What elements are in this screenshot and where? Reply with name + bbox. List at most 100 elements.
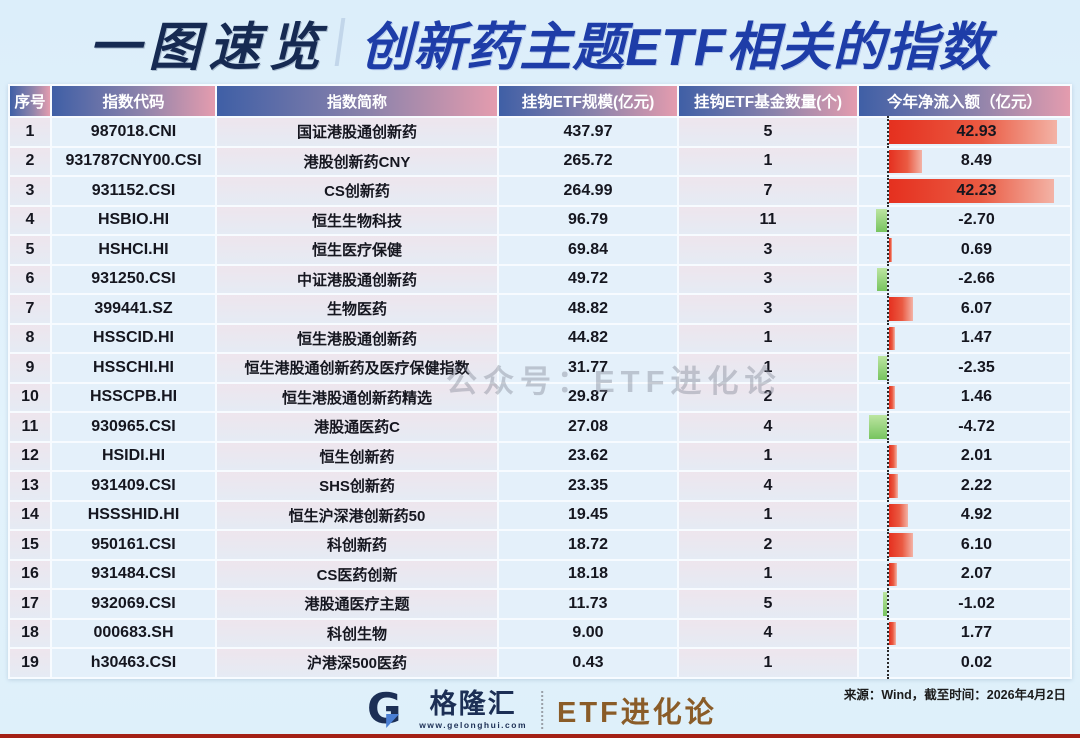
row-index: 15 [10, 531, 50, 559]
row-index: 9 [10, 354, 50, 382]
positive-inflow-bar [889, 326, 895, 350]
row-index: 8 [10, 324, 50, 352]
net-inflow-cell: 6.07 [859, 293, 1070, 325]
table-row: 12 HSIDI.HI 恒生创新药 23.62 1 2.01 [10, 440, 1070, 472]
positive-inflow-bar [889, 179, 1054, 203]
zero-axis-line [887, 647, 889, 679]
negative-inflow-bar [869, 415, 887, 439]
net-inflow-value: 0.02 [960, 653, 993, 671]
index-name: 恒生生物科技 [217, 206, 497, 234]
row-index: 3 [10, 177, 50, 205]
table-row: 2 931787CNY00.CSI 港股创新药CNY 265.72 1 8.49 [10, 145, 1070, 177]
page-title: 一图速览 创新药主题ETF相关的指数 [0, 6, 1080, 78]
index-name: SHS创新药 [217, 472, 497, 500]
negative-inflow-bar [877, 267, 887, 291]
net-inflow-cell: -2.35 [859, 352, 1070, 384]
table-row: 9 HSSCHI.HI 恒生港股通创新药及医疗保健指数 31.77 1 -2.35 [10, 352, 1070, 384]
header-index-code: 指数代码 [52, 86, 215, 116]
header-row-index: 序号 [10, 86, 50, 116]
index-code: h30463.CSI [52, 649, 215, 677]
index-name: CS创新药 [217, 177, 497, 205]
index-code: 931409.CSI [52, 472, 215, 500]
row-index: 14 [10, 501, 50, 529]
net-inflow-cell: 2.01 [859, 440, 1070, 472]
table-row: 8 HSSCID.HI 恒生港股通创新药 44.82 1 1.47 [10, 322, 1070, 354]
index-name: 恒生创新药 [217, 442, 497, 470]
net-inflow-value: -1.02 [958, 594, 995, 612]
positive-inflow-bar [889, 562, 897, 586]
table-row: 1 987018.CNI 国证港股通创新药 437.97 5 42.93 [10, 116, 1070, 148]
net-inflow-cell: 6.10 [859, 529, 1070, 561]
index-code: 931787CNY00.CSI [52, 147, 215, 175]
net-inflow-value: 42.23 [956, 181, 997, 199]
fund-count-value: 1 [679, 147, 857, 175]
row-index: 19 [10, 649, 50, 677]
fund-count-value: 3 [679, 295, 857, 323]
positive-inflow-bar [889, 621, 896, 645]
positive-inflow-bar [889, 474, 898, 498]
zero-axis-line [887, 322, 889, 354]
index-name: 生物医药 [217, 295, 497, 323]
net-inflow-value: 1.77 [960, 624, 993, 642]
row-index: 10 [10, 383, 50, 411]
positive-inflow-bar [889, 238, 892, 262]
net-inflow-value: -4.72 [958, 417, 995, 435]
data-source-note: 来源：Wind，截至时间：2026年4月2日 [843, 688, 1066, 702]
table-header-row: 序号 指数代码 指数简称 挂钩ETF规模(亿元) 挂钩ETF基金数量(个) 今年… [10, 86, 1070, 116]
etf-scale-value: 23.35 [499, 472, 677, 500]
etf-scale-value: 96.79 [499, 206, 677, 234]
zero-axis-line [887, 175, 889, 207]
brand-name: 格隆汇 [429, 688, 517, 719]
etf-scale-value: 23.62 [499, 442, 677, 470]
fund-count-value: 4 [679, 619, 857, 647]
fund-count-value: 1 [679, 649, 857, 677]
net-inflow-cell: 1.46 [859, 381, 1070, 413]
net-inflow-cell: -2.66 [859, 263, 1070, 295]
etf-scale-value: 11.73 [499, 590, 677, 618]
net-inflow-value: 6.10 [960, 535, 993, 553]
table-row: 6 931250.CSI 中证港股通创新药 49.72 3 -2.66 [10, 263, 1070, 295]
table-row: 10 HSSCPB.HI 恒生港股通创新药精选 29.87 2 1.46 [10, 381, 1070, 413]
header-fund-count: 挂钩ETF基金数量(个) [679, 86, 857, 116]
net-inflow-value: 2.01 [960, 447, 993, 465]
positive-inflow-bar [889, 503, 908, 527]
table-body: 1 987018.CNI 国证港股通创新药 437.97 5 42.93 2 931787CN… [10, 116, 1070, 679]
index-code: 987018.CNI [52, 118, 215, 146]
etf-scale-value: 29.87 [499, 383, 677, 411]
gelonghui-logo-icon: G [367, 689, 401, 731]
brand-subtitle: ETF进化论 [557, 697, 717, 729]
etf-scale-value: 265.72 [499, 147, 677, 175]
etf-scale-value: 18.72 [499, 531, 677, 559]
row-index: 16 [10, 560, 50, 588]
index-code: 932069.CSI [52, 590, 215, 618]
brand-divider [541, 691, 544, 729]
fund-count-value: 7 [679, 177, 857, 205]
net-inflow-cell: 4.92 [859, 499, 1070, 531]
net-inflow-value: 1.46 [960, 388, 993, 406]
fund-count-value: 5 [679, 590, 857, 618]
index-code: 931152.CSI [52, 177, 215, 205]
etf-scale-value: 69.84 [499, 236, 677, 264]
net-inflow-cell: 42.23 [859, 175, 1070, 207]
table-row: 14 HSSSHID.HI 恒生沪深港创新药50 19.45 1 4.92 [10, 499, 1070, 531]
index-name: 沪港深500医药 [217, 649, 497, 677]
net-inflow-value: 0.69 [960, 240, 993, 258]
net-inflow-value: 42.93 [956, 122, 997, 140]
index-code: 931250.CSI [52, 265, 215, 293]
net-inflow-cell: -4.72 [859, 411, 1070, 443]
zero-axis-line [887, 381, 889, 413]
row-index: 18 [10, 619, 50, 647]
net-inflow-cell: 1.47 [859, 322, 1070, 354]
header-net-inflow: 今年净流入额（亿元） [859, 86, 1070, 116]
net-inflow-cell: 0.69 [859, 234, 1070, 266]
fund-count-value: 2 [679, 531, 857, 559]
net-inflow-value: 8.49 [960, 152, 993, 170]
zero-axis-line [887, 440, 889, 472]
row-index: 6 [10, 265, 50, 293]
brand-website: www.gelonghui.com [419, 719, 528, 730]
net-inflow-cell: 42.93 [859, 116, 1070, 148]
net-inflow-cell: -2.70 [859, 204, 1070, 236]
table-row: 16 931484.CSI CS医药创新 18.18 1 2.07 [10, 558, 1070, 590]
title-divider [335, 18, 346, 66]
header-index-name: 指数简称 [217, 86, 497, 116]
